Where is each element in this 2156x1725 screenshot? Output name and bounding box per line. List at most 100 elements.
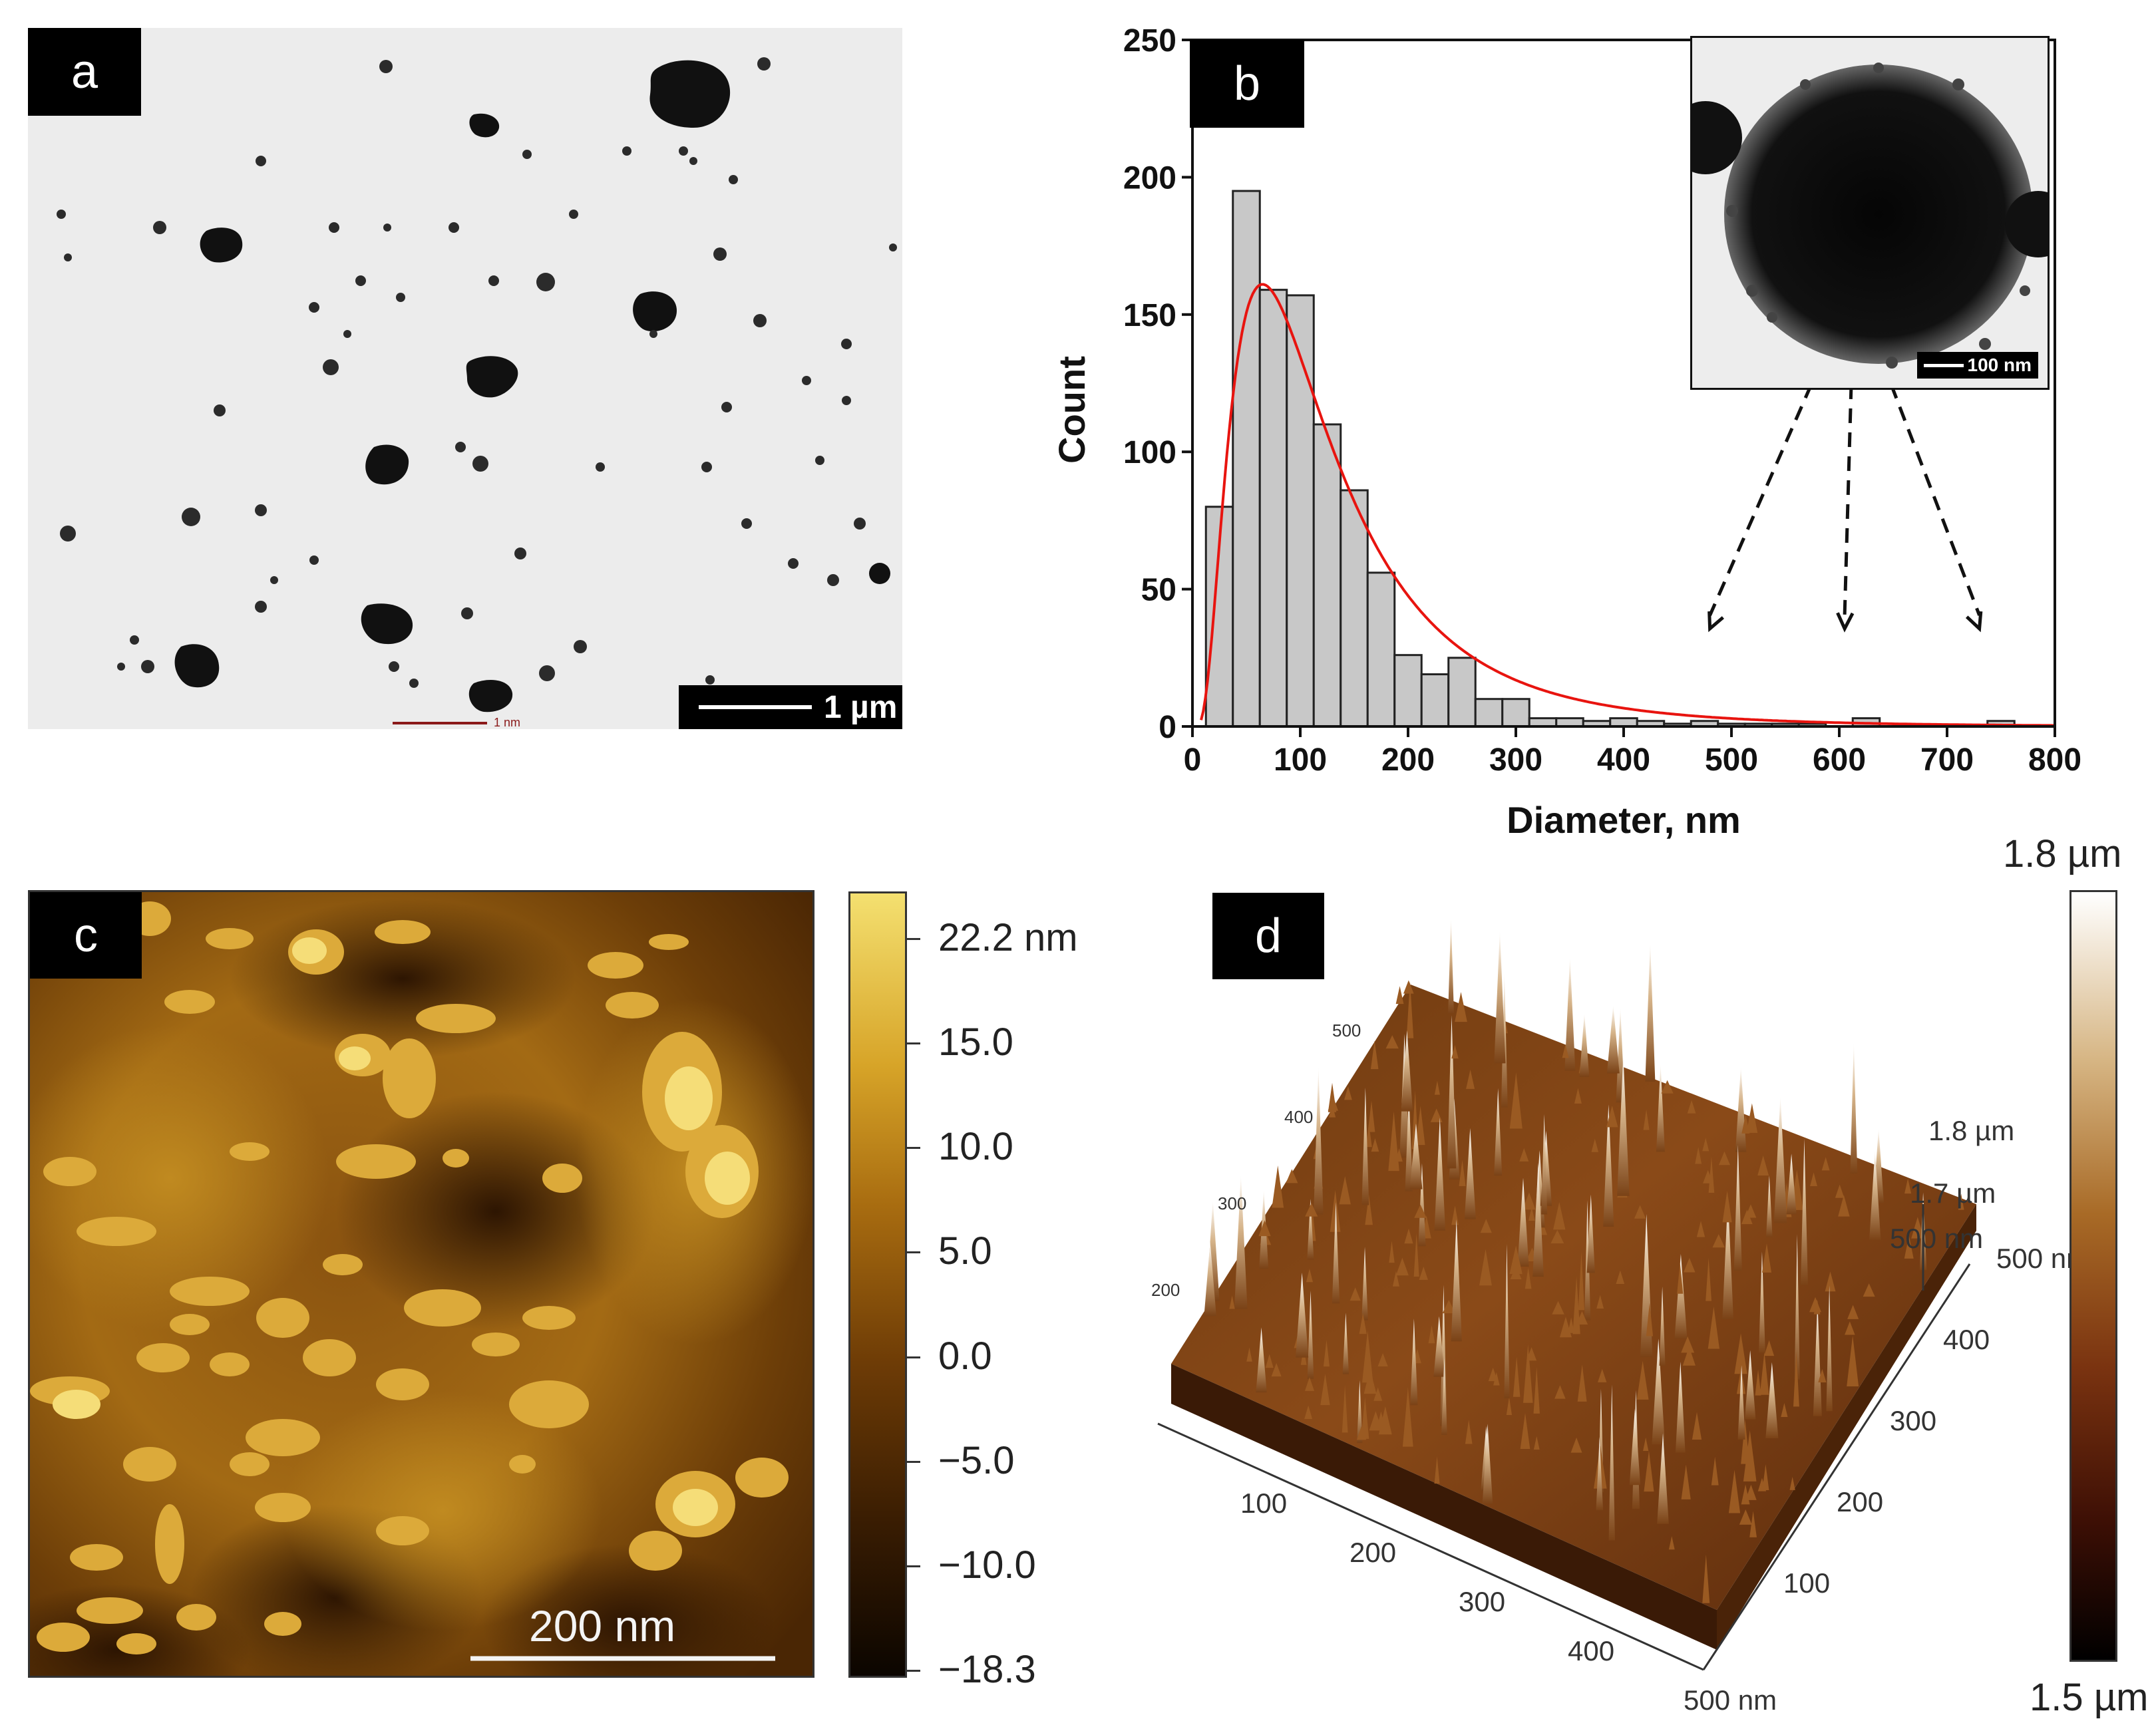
surface-front xyxy=(1171,1364,1717,1650)
surface-peak xyxy=(1371,1138,1379,1152)
surface-peak xyxy=(1570,1437,1582,1453)
surface-peak xyxy=(1904,1235,1914,1259)
x-tick-label: 400 xyxy=(1597,742,1650,778)
x-tick-label: 500 xyxy=(1705,742,1758,778)
surface-peak xyxy=(1365,1195,1373,1225)
surface-peak xyxy=(1564,957,1576,1071)
colorbar-c-tick xyxy=(907,1356,920,1358)
colorbar-c xyxy=(848,891,907,1678)
surface-peak xyxy=(1377,1353,1388,1367)
arrow-head xyxy=(1965,611,1983,633)
colorbar-c-tick xyxy=(907,938,920,940)
surface-peak xyxy=(1286,1169,1298,1183)
surface-peak xyxy=(1356,1426,1367,1440)
afm-bright-islands xyxy=(53,937,750,1526)
surface-peak xyxy=(1722,1197,1733,1319)
surface-peak xyxy=(1339,1176,1351,1205)
surface-peak xyxy=(1646,1303,1654,1336)
surface-peak xyxy=(1367,1100,1375,1132)
surface-peak xyxy=(1342,1313,1349,1374)
surface-peak xyxy=(1520,1412,1530,1450)
z-axis-tick-label: 1.8 µm xyxy=(1928,1115,2015,1146)
surface-peak xyxy=(1480,1219,1492,1233)
x-tick-label: 800 xyxy=(2028,742,2081,778)
surface-peak xyxy=(1385,1035,1399,1049)
back-axis-tick-label: 300 xyxy=(1218,1193,1247,1213)
surface-peak xyxy=(1708,1156,1715,1193)
surface-peak xyxy=(1410,1319,1418,1406)
surface-peak xyxy=(1430,1108,1443,1122)
tem-scalebar-line xyxy=(699,705,812,709)
histogram-bar xyxy=(1393,654,1423,728)
tem-image: 1 nm a 1 µm xyxy=(28,28,902,729)
colorbar-d xyxy=(2069,890,2117,1662)
surface-peak xyxy=(1447,1015,1457,1169)
surface-peak xyxy=(1517,1177,1529,1267)
surface-peak xyxy=(1415,1106,1425,1146)
surface-peak xyxy=(1773,1096,1787,1223)
x-axis-line xyxy=(1157,1422,1704,1671)
surface-peak xyxy=(1246,1347,1252,1362)
colorbar-d-max: 1.8 µm xyxy=(2003,832,2122,875)
surface-peak xyxy=(1403,980,1414,994)
surface-peak xyxy=(1519,1148,1529,1162)
colorbar-c-tick xyxy=(907,1147,920,1150)
colorbar-c-tick xyxy=(907,1565,920,1567)
surface-peak xyxy=(1305,1203,1318,1217)
y-axis-line xyxy=(1702,1263,1971,1670)
surface-peak xyxy=(1388,1111,1399,1172)
surface-peak xyxy=(1668,1536,1675,1550)
surface-peak xyxy=(1695,1147,1702,1164)
surface-peak xyxy=(1344,1086,1352,1100)
surface-peak xyxy=(1810,1172,1817,1187)
surface-peak xyxy=(1735,1066,1747,1152)
z-axis-tick-label: 1.7 µm xyxy=(1910,1177,1996,1209)
colorbar-c-tick-label: 5.0 xyxy=(938,1229,992,1273)
surface-peak xyxy=(1869,1150,1881,1240)
panel-label-b: b xyxy=(1190,40,1304,128)
surface-peak xyxy=(1378,1406,1392,1435)
surface-peak xyxy=(1707,1306,1719,1349)
histogram-bar xyxy=(1340,489,1369,728)
surface-peak xyxy=(1826,1285,1833,1412)
surface-peak xyxy=(1733,1145,1742,1271)
histogram-panel: 0 100 200 300 400 500 600 700 800 0 50 100 150 200 250… xyxy=(1038,20,2143,845)
surface-peak xyxy=(1591,1138,1599,1152)
surface-peak xyxy=(1578,1251,1585,1311)
surface-peak xyxy=(1304,1405,1313,1419)
surface-peak xyxy=(1761,1243,1772,1273)
surface-peak xyxy=(1541,1114,1548,1215)
surface-peak xyxy=(1418,1163,1426,1247)
surface-peak xyxy=(1528,1207,1535,1221)
surface-peak xyxy=(1370,1040,1379,1070)
dashed-arrow xyxy=(1708,383,1813,617)
surface-peak xyxy=(1320,1374,1330,1406)
dashed-arrow xyxy=(1889,384,1981,616)
surface-peak xyxy=(1911,1217,1924,1239)
surface-peak xyxy=(1256,1327,1267,1393)
colorbar-c-tick-label: −18.3 xyxy=(938,1648,1036,1691)
surface-peak xyxy=(1734,1333,1747,1374)
colorbar-c-tick-label: 15.0 xyxy=(938,1020,1013,1064)
surface-peak xyxy=(1234,1174,1248,1309)
histogram-bar xyxy=(1232,190,1261,728)
histogram-bar xyxy=(1258,289,1288,728)
surface-peak xyxy=(1342,1385,1348,1433)
surface-peak xyxy=(1596,1295,1604,1309)
surface-peak xyxy=(1434,1117,1446,1231)
surface-peak xyxy=(1603,1104,1614,1227)
y-axis-label: Count xyxy=(1051,356,1093,464)
surface-peak xyxy=(1759,1352,1769,1395)
surface-peak xyxy=(1434,1080,1440,1095)
y-axis-tick-label: 100 xyxy=(1783,1567,1831,1599)
y-tick-label: 100 xyxy=(1123,435,1176,470)
surface-peak xyxy=(1850,1042,1858,1174)
surface-peak xyxy=(1789,1476,1795,1490)
surface-peak xyxy=(1365,1124,1372,1148)
surface-peak xyxy=(1675,1361,1686,1453)
inset-scalebar-label: 100 nm xyxy=(1967,355,2032,375)
surface-peak xyxy=(1606,1106,1618,1128)
colorbar-c-tick-label: 22.2 nm xyxy=(938,916,1078,959)
surface-peak xyxy=(1586,1194,1595,1273)
dashed-arrow xyxy=(1843,384,1853,616)
